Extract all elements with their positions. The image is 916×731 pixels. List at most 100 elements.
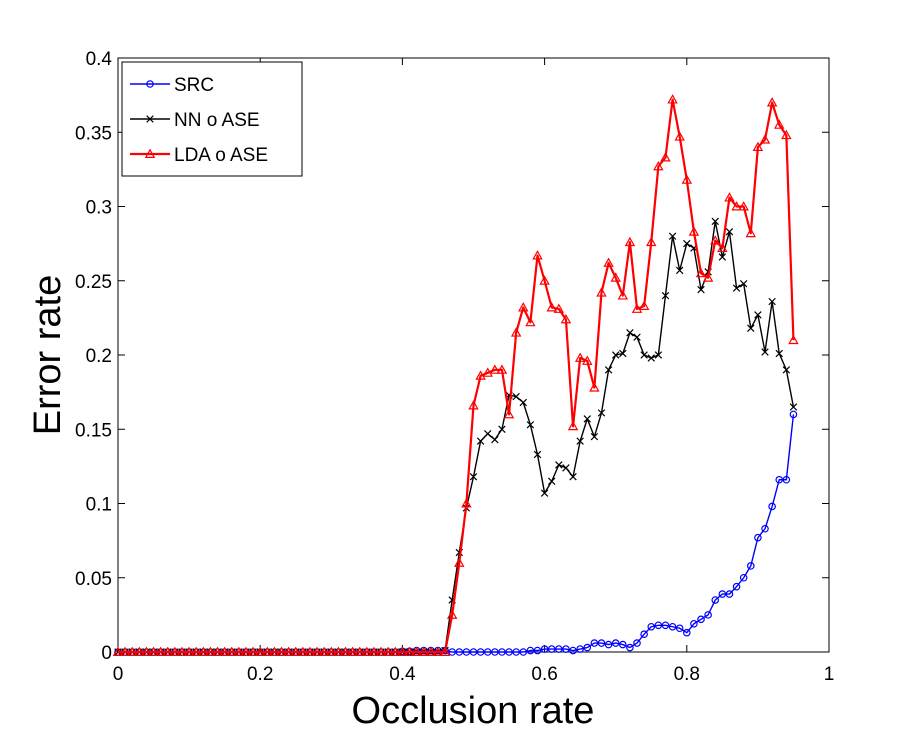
data-point: [454, 557, 465, 567]
data-point: [681, 174, 693, 184]
data-point: [718, 590, 727, 598]
data-point: [725, 228, 734, 236]
data-point: [711, 596, 720, 604]
series-layer: [112, 94, 799, 656]
data-point: [674, 131, 685, 141]
x-tick-label: 0.2: [247, 664, 273, 685]
data-point: [418, 646, 429, 656]
data-point: [532, 250, 543, 260]
y-tick-label: 0.25: [75, 272, 112, 293]
data-point: [597, 639, 606, 647]
data-point: [788, 334, 799, 345]
data-point: [695, 267, 707, 278]
axis-ticks: 0 0.2 0.4 0.6 0.8 1 0 0.05 0.1 0.15 0.2 0.25 0.3 0.35…: [75, 49, 834, 685]
data-point: [476, 648, 485, 656]
x-tick-label: 0.6: [531, 664, 557, 685]
legend-entry: LDA o ASE: [130, 145, 268, 166]
data-point: [247, 646, 259, 656]
data-point: [375, 646, 387, 656]
data-point: [146, 115, 154, 123]
data-point: [766, 97, 778, 107]
data-point: [782, 475, 791, 484]
data-point: [183, 646, 195, 656]
data-point: [411, 646, 422, 656]
data-point: [555, 461, 563, 469]
data-point: [340, 646, 351, 656]
data-point: [469, 473, 478, 481]
data-point: [404, 646, 415, 656]
data-point: [633, 639, 641, 647]
data-point: [262, 646, 273, 656]
data-point: [553, 303, 565, 313]
data-point: [754, 533, 762, 542]
data-point: [582, 355, 593, 365]
data-point: [354, 646, 365, 656]
data-point: [690, 619, 698, 628]
data-point: [739, 279, 748, 288]
data-point: [446, 609, 458, 619]
x-tick-label: 1: [824, 664, 835, 685]
data-point: [512, 392, 520, 401]
data-point: [631, 303, 643, 313]
data-point: [483, 648, 492, 656]
data-point: [562, 464, 570, 472]
data-point: [283, 646, 294, 656]
data-point: [560, 313, 572, 324]
data-point: [205, 646, 216, 656]
data-point: [546, 302, 557, 312]
data-point: [626, 329, 634, 337]
series-line: [118, 98, 795, 654]
data-point: [604, 366, 613, 374]
data-point: [498, 425, 506, 433]
data-point: [539, 275, 550, 285]
data-point: [597, 409, 606, 417]
data-point: [768, 297, 776, 306]
data-point: [297, 646, 309, 656]
data-point: [583, 415, 591, 423]
data-point: [240, 646, 252, 656]
data-point: [611, 351, 620, 359]
data-point: [640, 351, 648, 359]
data-point: [775, 349, 783, 358]
data-point: [176, 646, 188, 656]
data-point: [604, 640, 613, 649]
data-point: [432, 646, 444, 656]
data-point: [646, 236, 657, 247]
data-point: [498, 648, 506, 656]
y-tick-label: 0.35: [75, 123, 112, 144]
data-point: [525, 316, 536, 327]
data-point: [647, 354, 655, 362]
data-point: [290, 646, 301, 656]
data-point: [127, 646, 138, 656]
data-point: [439, 646, 451, 656]
data-point: [589, 382, 600, 392]
data-point: [496, 364, 508, 374]
data-point: [233, 646, 245, 656]
data-point: [134, 646, 145, 656]
data-point: [347, 646, 358, 656]
data-point: [789, 410, 798, 419]
data-point: [190, 646, 202, 656]
legend-entry: NN o ASE: [130, 110, 260, 131]
data-point: [169, 646, 181, 656]
x-tick-label: 0: [113, 664, 124, 685]
data-point: [739, 573, 748, 582]
data-point: [526, 421, 535, 429]
data-point: [333, 646, 344, 656]
x-tick-label: 0.8: [674, 664, 700, 685]
data-point: [547, 645, 556, 653]
data-point: [567, 420, 579, 431]
data-point: [555, 645, 563, 653]
data-point: [212, 646, 223, 656]
series-lda-o-ase: [112, 94, 799, 656]
data-point: [761, 524, 769, 533]
data-point: [141, 646, 152, 656]
data-point: [547, 477, 556, 485]
data-point: [682, 628, 691, 637]
data-point: [146, 80, 154, 88]
data-point: [518, 302, 529, 312]
y-tick-label: 0: [101, 643, 112, 664]
x-tick-label: 0.4: [389, 664, 416, 685]
data-point: [583, 643, 592, 652]
data-point: [653, 160, 664, 171]
